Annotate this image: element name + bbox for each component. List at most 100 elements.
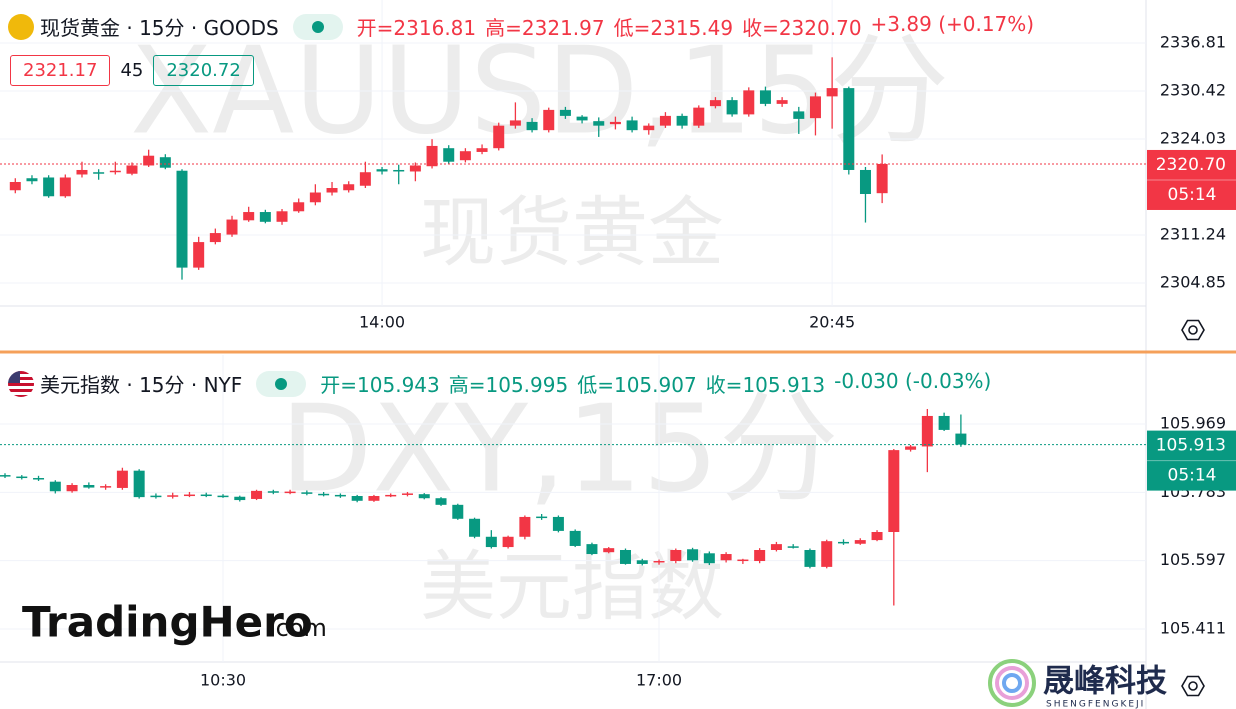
candle-body bbox=[770, 544, 782, 550]
candle-body bbox=[670, 549, 682, 562]
logo-brand: TradingHero bbox=[22, 598, 313, 647]
candle-body bbox=[938, 415, 950, 430]
candle-body bbox=[552, 516, 564, 531]
candle-body bbox=[876, 163, 888, 194]
candle-body bbox=[326, 188, 338, 193]
candle-body bbox=[838, 541, 849, 544]
candle-body bbox=[276, 211, 288, 222]
candle-body bbox=[709, 100, 721, 107]
candle-body bbox=[267, 491, 279, 493]
settings-icon[interactable] bbox=[1181, 319, 1205, 341]
ohlc-value: 低=105.907 bbox=[577, 373, 697, 397]
candle-body bbox=[569, 530, 581, 546]
buy-button[interactable]: 2320.72 bbox=[153, 55, 254, 86]
candle-body bbox=[576, 116, 588, 121]
candle-body bbox=[143, 155, 155, 166]
candle-body bbox=[754, 549, 766, 562]
candle-body bbox=[109, 170, 121, 173]
candle-body bbox=[609, 121, 621, 125]
y-tick-label: 2336.81 bbox=[1160, 32, 1226, 51]
y-tick-label: 2324.03 bbox=[1160, 128, 1226, 147]
candle-body bbox=[59, 177, 71, 197]
candle-body bbox=[676, 115, 688, 126]
visibility-toggle[interactable] bbox=[256, 370, 307, 397]
ohlc-value: 低=2315.49 bbox=[613, 16, 734, 40]
visibility-toggle[interactable] bbox=[292, 13, 343, 40]
ohlc-value: -0.030 (-0.03%) bbox=[834, 369, 992, 393]
last-price-label: 2320.70 bbox=[1156, 155, 1226, 175]
candle-body bbox=[66, 484, 78, 492]
candle-body bbox=[593, 121, 605, 126]
candle-body bbox=[659, 115, 671, 126]
watermark: XAUUSD,15分 bbox=[130, 23, 949, 162]
candle-body bbox=[443, 148, 455, 162]
candle-body bbox=[401, 493, 413, 495]
candle-body bbox=[83, 484, 95, 488]
candle-body bbox=[793, 111, 805, 119]
candle-body bbox=[921, 415, 933, 447]
candle-body bbox=[126, 165, 138, 174]
candle-body bbox=[888, 450, 900, 533]
logo-suffix: .com bbox=[268, 614, 327, 642]
candle-body bbox=[586, 544, 598, 555]
candle-body bbox=[726, 100, 738, 115]
candle-body bbox=[776, 100, 788, 104]
candle-body bbox=[469, 518, 481, 537]
ohlc-value: 开=2316.81 bbox=[356, 16, 477, 40]
candle-body bbox=[619, 549, 631, 564]
symbol-title[interactable]: 现货黄金 · 15分 · GOODS bbox=[40, 16, 279, 40]
candle-body bbox=[351, 496, 363, 501]
stamp-name: 晟峰科技 bbox=[1043, 664, 1167, 700]
candle-body bbox=[905, 446, 917, 450]
settings-icon[interactable] bbox=[1181, 675, 1205, 697]
candle-body bbox=[93, 172, 105, 174]
candle-body bbox=[49, 481, 61, 492]
y-tick-label: 2304.85 bbox=[1160, 273, 1226, 292]
candle-body bbox=[9, 181, 21, 191]
countdown-label: 05:14 bbox=[1168, 466, 1217, 486]
candle-body bbox=[284, 491, 296, 494]
candle-body bbox=[116, 470, 128, 488]
candle-body bbox=[720, 554, 732, 561]
candle-body bbox=[343, 184, 355, 191]
candle-body bbox=[459, 151, 471, 161]
ohlc-value: +3.89 (+0.17%) bbox=[870, 12, 1035, 36]
candle-body bbox=[393, 169, 405, 172]
candle-body bbox=[226, 219, 238, 235]
candle-body bbox=[626, 120, 638, 131]
candle-body bbox=[871, 532, 883, 541]
candle-body bbox=[159, 157, 171, 168]
candle-body bbox=[476, 148, 488, 152]
candle-body bbox=[636, 560, 648, 564]
candle-body bbox=[452, 504, 464, 519]
candle-body bbox=[193, 242, 205, 268]
candle-body bbox=[376, 169, 388, 172]
watermark: DXY,15分 bbox=[280, 381, 839, 520]
candle-body bbox=[485, 536, 497, 548]
ohlc-values: 开=105.943 高=105.995 低=105.907 收=105.913 -0.0… bbox=[320, 369, 991, 398]
x-tick-label: 17:00 bbox=[636, 671, 682, 690]
candle-body bbox=[43, 177, 55, 197]
last-price-box bbox=[1147, 430, 1236, 491]
trade-buttons: 2321.17 45 2320.72 bbox=[10, 55, 254, 86]
y-tick-label: 105.597 bbox=[1160, 550, 1226, 569]
last-price-box bbox=[1147, 149, 1236, 210]
candle-body bbox=[259, 212, 271, 222]
candle-body bbox=[301, 492, 313, 494]
candle-body bbox=[150, 495, 162, 498]
candle-body bbox=[334, 494, 346, 497]
candle-body bbox=[955, 433, 967, 445]
candle-body bbox=[133, 470, 145, 498]
candle-body bbox=[418, 494, 430, 499]
last-price-label: 105.913 bbox=[1156, 436, 1226, 456]
sell-button[interactable]: 2321.17 bbox=[10, 55, 111, 86]
candle-body bbox=[176, 170, 188, 268]
candle-body bbox=[737, 559, 749, 562]
candle-body bbox=[653, 561, 665, 563]
symbol-icon bbox=[8, 13, 34, 40]
symbol-title[interactable]: 美元指数 · 15分 · NYF bbox=[40, 373, 243, 397]
candle-body bbox=[787, 546, 799, 548]
watermark-name: 现货黄金 bbox=[420, 188, 724, 277]
candle-body bbox=[100, 486, 112, 488]
